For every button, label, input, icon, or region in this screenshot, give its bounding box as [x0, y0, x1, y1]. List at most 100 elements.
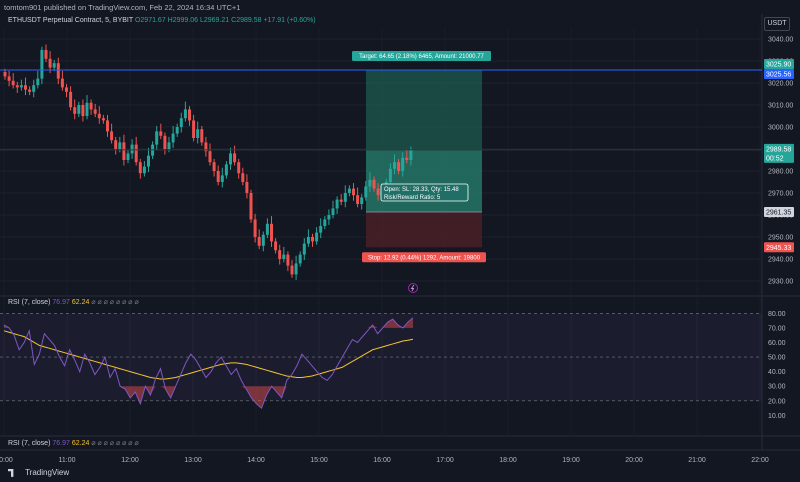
stop-price-tag-bg	[764, 242, 794, 253]
candle	[261, 234, 265, 246]
time-tick-label: 21:00	[688, 457, 706, 464]
rsi-legend-dots: ⌀ ⌀ ⌀ ⌀ ⌀ ⌀ ⌀ ⌀	[91, 299, 139, 306]
price-tick-label: 2930.00	[768, 279, 793, 286]
target-label-bg	[352, 51, 491, 62]
candle	[405, 157, 409, 160]
position-zones	[366, 70, 482, 248]
price-axis: 3040.003030.003020.003010.003000.002990.…	[764, 37, 794, 420]
ohlc-high: H2999.06	[167, 17, 199, 24]
time-tick-label: 16:00	[373, 457, 391, 464]
candle	[142, 166, 146, 174]
rsi-tick-label: 30.00	[768, 384, 786, 391]
candle	[257, 237, 261, 246]
lightning-icon-ring	[408, 283, 418, 293]
candle	[343, 193, 347, 202]
candle	[339, 199, 343, 202]
candle	[393, 162, 396, 169]
candle	[356, 195, 360, 204]
time-tick-label: 17:00	[436, 457, 454, 464]
time-tick-label: 15:00	[310, 457, 328, 464]
candle	[81, 105, 85, 116]
rsi-tick-label: 40.00	[768, 369, 786, 376]
rsi-tick-label: 10.00	[768, 413, 786, 420]
entry-price-tag-bg	[764, 207, 794, 218]
ohlc-low: L2969.21	[199, 17, 230, 24]
time-tick-label: 13:00	[184, 457, 202, 464]
candle	[85, 102, 89, 116]
rsi-line	[3, 317, 414, 409]
candle	[376, 188, 380, 196]
candle	[60, 78, 64, 88]
candle	[315, 232, 319, 242]
candle	[32, 85, 36, 92]
candle	[52, 63, 56, 68]
price-tick-label: 3040.00	[768, 37, 793, 44]
candle	[208, 151, 212, 163]
currency-button[interactable]: USDT	[764, 17, 790, 31]
candle	[360, 197, 364, 204]
publish-header: tomtom901 published on TradingView.com, …	[4, 3, 241, 12]
price-tick-label: 3020.00	[768, 81, 793, 88]
rsi-tick-label: 20.00	[768, 398, 786, 405]
candle	[163, 135, 167, 149]
rsi-legend-collapsed: RSI (7, close) 76.97 62.24 ⌀ ⌀ ⌀ ⌀ ⌀ ⌀ ⌀…	[8, 439, 139, 447]
candle	[401, 157, 405, 171]
candle	[77, 105, 81, 114]
last-price-tag: 2989.58	[766, 146, 791, 153]
candle	[101, 118, 105, 121]
candle	[216, 171, 220, 182]
candle	[364, 186, 368, 198]
tradingview-brand: TradingView	[25, 468, 70, 477]
candle	[183, 109, 187, 119]
candle	[241, 173, 245, 182]
candle	[89, 102, 93, 110]
candle-series	[3, 44, 413, 280]
time-tick-label: 11:00	[59, 457, 76, 464]
candle	[224, 164, 228, 176]
rsi-legend-name-2[interactable]: RSI (7, close)	[8, 440, 51, 447]
tradingview-icon	[8, 468, 14, 477]
candle	[192, 120, 196, 138]
time-axis: 10:00 11:00 12:00 13:00 14:00 15:00 16:00 17:00…	[0, 457, 769, 464]
candle	[11, 80, 15, 86]
candle	[28, 89, 32, 92]
candle	[212, 162, 216, 171]
candle	[245, 182, 249, 193]
ohlc-open: O2971.67	[134, 17, 166, 24]
stop-label: Stop: 12.92 (0.44%) 1292, Amount: 19800	[368, 255, 481, 261]
candle	[409, 149, 413, 160]
target-price-tag-bg	[764, 59, 794, 70]
symbol-name[interactable]: ETHUSDT Perpetual Contract, 5, BYBIT	[8, 17, 134, 24]
candle	[270, 223, 273, 242]
rsi-legend-ma-2: 62.24	[71, 440, 90, 447]
candle	[65, 87, 68, 92]
candle	[69, 91, 73, 108]
candle	[106, 120, 109, 132]
candle	[253, 219, 257, 237]
rsi-legend-name[interactable]: RSI (7, close)	[8, 299, 51, 306]
position-info-line2: Risk/Reward Ratio: 5	[384, 195, 441, 201]
candle	[7, 76, 11, 81]
candle	[229, 153, 232, 165]
tradingview-logo[interactable]: TradingView	[8, 468, 69, 477]
ohlc-change: +17.91 (+0.60%)	[263, 17, 316, 24]
candle	[19, 85, 23, 88]
candle	[167, 142, 171, 149]
symbol-legend: ETHUSDT Perpetual Contract, 5, BYBIT O29…	[8, 17, 316, 24]
candle	[352, 188, 355, 196]
candle	[3, 72, 7, 77]
candle	[331, 208, 335, 215]
price-tick-label: 2970.00	[768, 191, 793, 198]
chart-overlays: Target: 64.65 (2.18%) 6465, Amount: 2100…	[0, 51, 762, 293]
candle	[298, 254, 302, 264]
candle	[196, 129, 200, 138]
time-tick-label: 20:00	[625, 457, 643, 464]
candle	[36, 78, 40, 86]
price-tick-label: 2940.00	[768, 257, 793, 264]
candle	[126, 153, 130, 160]
candle	[302, 243, 306, 255]
rsi-pane	[0, 312, 762, 409]
candle	[237, 162, 241, 174]
candle	[347, 188, 351, 193]
